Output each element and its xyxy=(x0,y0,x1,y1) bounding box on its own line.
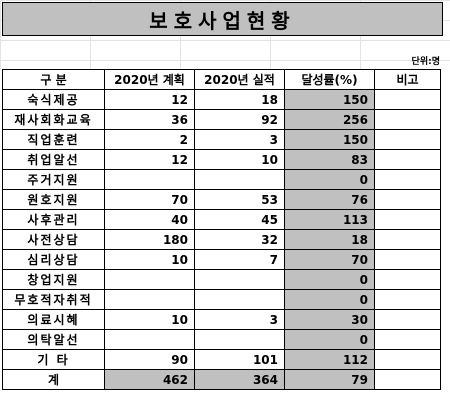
row-plan: 70 xyxy=(104,189,195,210)
row-rate: 0 xyxy=(284,329,375,350)
row-note xyxy=(374,149,441,170)
row-plan xyxy=(104,329,195,350)
table-row: 직업훈련 2 3 150 xyxy=(2,129,441,150)
table-row: 사후관리 40 45 113 xyxy=(2,209,441,230)
row-plan: 2 xyxy=(104,129,195,150)
row-plan: 180 xyxy=(104,229,195,250)
table-row: 원호지원 70 53 76 xyxy=(2,189,441,210)
report-table: 구 분 2020년 계획 2020년 실적 달성률(%) 비고 숙식제공 12 18… xyxy=(2,69,441,390)
row-rate: 256 xyxy=(284,109,375,130)
total-category: 계 xyxy=(2,369,105,390)
table-header-row: 구 분 2020년 계획 2020년 실적 달성률(%) 비고 xyxy=(2,69,441,90)
row-plan: 40 xyxy=(104,209,195,230)
row-note xyxy=(374,109,441,130)
row-category: 직업훈련 xyxy=(2,129,105,150)
row-category: 재사회화교육 xyxy=(2,109,105,130)
row-plan: 36 xyxy=(104,109,195,130)
table-row: 취업알선 12 10 83 xyxy=(2,149,441,170)
row-rate: 83 xyxy=(284,149,375,170)
row-note xyxy=(374,349,441,370)
row-actual: 53 xyxy=(194,189,285,210)
row-note xyxy=(374,309,441,330)
header-rate: 달성률(%) xyxy=(284,69,375,90)
row-actual: 92 xyxy=(194,109,285,130)
row-category: 창업지원 xyxy=(2,269,105,290)
row-category: 주거지원 xyxy=(2,169,105,190)
row-plan xyxy=(104,269,195,290)
row-note xyxy=(374,209,441,230)
row-note xyxy=(374,169,441,190)
row-note xyxy=(374,289,441,310)
row-actual: 32 xyxy=(194,229,285,250)
table-row: 사전상담 180 32 18 xyxy=(2,229,441,250)
row-rate: 70 xyxy=(284,249,375,270)
header-plan: 2020년 계획 xyxy=(104,69,195,90)
row-category: 취업알선 xyxy=(2,149,105,170)
row-category: 기 타 xyxy=(2,349,105,370)
total-plan: 462 xyxy=(104,369,195,390)
table-row: 의료시혜 10 3 30 xyxy=(2,309,441,330)
row-actual xyxy=(194,169,285,190)
row-category: 사후관리 xyxy=(2,209,105,230)
row-note xyxy=(374,129,441,150)
table-row: 숙식제공 12 18 150 xyxy=(2,89,441,110)
total-row: 계 462 364 79 xyxy=(2,369,441,390)
row-rate: 0 xyxy=(284,289,375,310)
row-plan: 12 xyxy=(104,149,195,170)
row-note xyxy=(374,229,441,250)
total-note xyxy=(374,369,441,390)
row-note xyxy=(374,89,441,110)
row-rate: 0 xyxy=(284,169,375,190)
row-plan: 10 xyxy=(104,309,195,330)
header-category: 구 분 xyxy=(2,69,105,90)
row-plan: 12 xyxy=(104,89,195,110)
table-row: 재사회화교육 36 92 256 xyxy=(2,109,441,130)
row-rate: 150 xyxy=(284,129,375,150)
row-actual xyxy=(194,289,285,310)
row-plan: 90 xyxy=(104,349,195,370)
row-category: 심리상담 xyxy=(2,249,105,270)
header-actual: 2020년 실적 xyxy=(194,69,285,90)
row-actual: 7 xyxy=(194,249,285,270)
row-rate: 18 xyxy=(284,229,375,250)
header-note: 비고 xyxy=(374,69,441,90)
table-row: 주거지원 0 xyxy=(2,169,441,190)
row-plan xyxy=(104,289,195,310)
page-title: 보호사업현황 xyxy=(2,2,443,36)
row-actual: 10 xyxy=(194,149,285,170)
total-actual: 364 xyxy=(194,369,285,390)
row-actual xyxy=(194,329,285,350)
row-category: 원호지원 xyxy=(2,189,105,210)
row-rate: 112 xyxy=(284,349,375,370)
row-rate: 150 xyxy=(284,89,375,110)
table-row: 무호적자취적 0 xyxy=(2,289,441,310)
row-category: 의료시혜 xyxy=(2,309,105,330)
row-plan xyxy=(104,169,195,190)
row-category: 숙식제공 xyxy=(2,89,105,110)
table-row: 심리상담 10 7 70 xyxy=(2,249,441,270)
row-rate: 0 xyxy=(284,269,375,290)
table-row: 기 타 90 101 112 xyxy=(2,349,441,370)
unit-label: 단위:명 xyxy=(411,57,440,67)
row-rate: 30 xyxy=(284,309,375,330)
row-actual: 3 xyxy=(194,309,285,330)
row-actual: 3 xyxy=(194,129,285,150)
table-row: 의탁알선 0 xyxy=(2,329,441,350)
row-actual: 18 xyxy=(194,89,285,110)
row-note xyxy=(374,329,441,350)
row-actual xyxy=(194,269,285,290)
row-plan: 10 xyxy=(104,249,195,270)
row-category: 무호적자취적 xyxy=(2,289,105,310)
row-actual: 101 xyxy=(194,349,285,370)
total-rate: 79 xyxy=(284,369,375,390)
row-rate: 113 xyxy=(284,209,375,230)
row-note xyxy=(374,269,441,290)
row-actual: 45 xyxy=(194,209,285,230)
row-rate: 76 xyxy=(284,189,375,210)
table-row: 창업지원 0 xyxy=(2,269,441,290)
row-category: 의탁알선 xyxy=(2,329,105,350)
row-note xyxy=(374,249,441,270)
row-category: 사전상담 xyxy=(2,229,105,250)
row-note xyxy=(374,189,441,210)
